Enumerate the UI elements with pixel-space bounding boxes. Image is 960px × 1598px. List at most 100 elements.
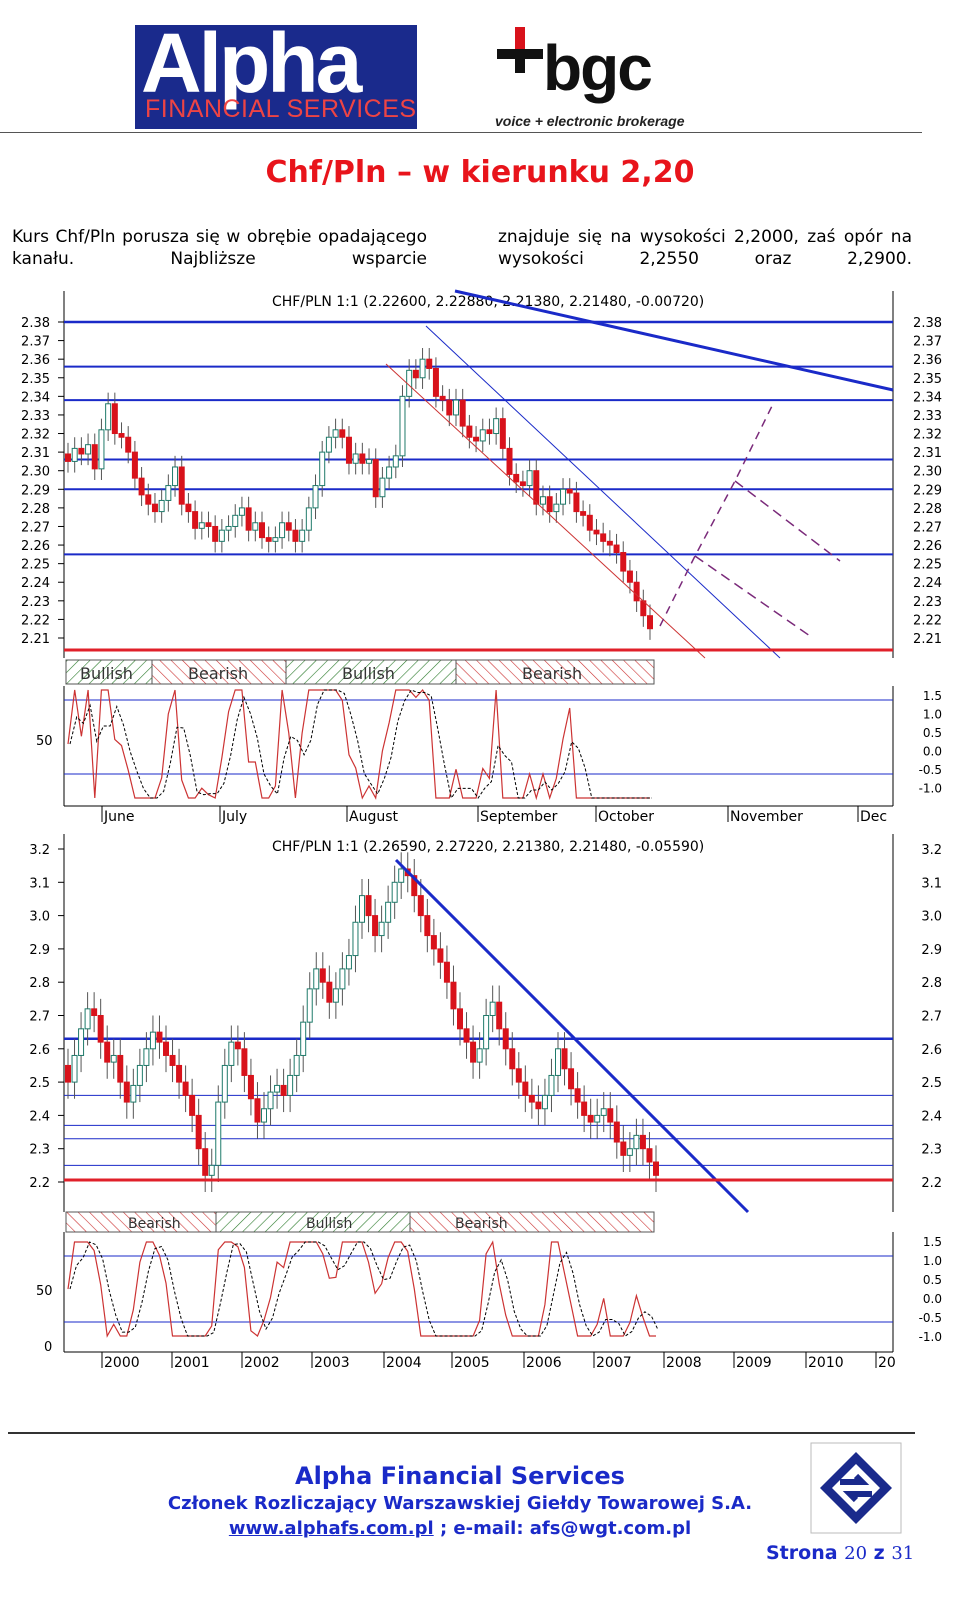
page-prefix: Strona	[766, 1542, 845, 1564]
c2-candle-body-81	[594, 1114, 601, 1123]
c1-candle-body-20	[198, 522, 205, 529]
c1-candle-body-15	[165, 485, 172, 501]
c1-candle-body-30	[265, 537, 272, 542]
c2-candle-body-19	[189, 1094, 196, 1116]
c2-candle-body-0	[65, 1064, 71, 1083]
chart2-band-label-2: Bullish	[306, 1216, 352, 1232]
c2-candle-body-18	[182, 1081, 189, 1096]
c2-candle-body-58	[443, 961, 450, 983]
c2-candle-body-21	[202, 1148, 209, 1176]
bgc-logo-word: bgc	[543, 32, 653, 104]
c2-candle-body-34	[287, 1074, 294, 1096]
c1-ytick-right-11: 2.27	[913, 520, 942, 535]
c1-candle-body-41	[339, 429, 346, 438]
c2-candle-body-84	[613, 1121, 620, 1143]
c2-candle-body-80	[587, 1114, 594, 1123]
c2-candle-body-42	[339, 968, 346, 990]
c2-candle-body-43	[345, 955, 352, 970]
c1-candle-body-26	[238, 507, 245, 516]
c2-candle-body-55	[424, 915, 431, 937]
c2-candle-body-78	[574, 1088, 581, 1103]
c1-ytick-left-11: 2.27	[21, 520, 50, 535]
chart1-channel-lower	[385, 363, 706, 659]
c1-candle-body-72	[546, 496, 553, 513]
c2-candle-body-51	[398, 868, 405, 883]
c2-candle-body-79	[581, 1101, 588, 1116]
c2-candle-body-77	[568, 1068, 575, 1090]
c1-ytick-left-15: 2.23	[21, 595, 50, 610]
c1-candle-body-85	[633, 581, 640, 602]
c1-candle-body-55	[432, 367, 439, 397]
footer-website-link[interactable]: www.alphafs.com.pl	[228, 1518, 434, 1539]
chart2-header: CHF/PLN 1:1 (2.26590, 2.27220, 2.21380, …	[272, 839, 704, 855]
chart1-band-2	[151, 659, 287, 685]
c2-ytick-left-7: 2.5	[29, 1076, 50, 1091]
c2-candle-body-4	[91, 1008, 98, 1017]
c1-candle-body-34	[292, 529, 299, 542]
c2-candle-body-62	[470, 1041, 477, 1063]
c2-ytick-left-4: 2.8	[29, 976, 50, 991]
c2-ytick-left-8: 2.4	[29, 1109, 50, 1124]
c1-candle-body-62	[479, 429, 486, 442]
c1-candle-body-28	[252, 522, 259, 531]
c2-candle-body-3	[84, 1008, 91, 1030]
c2-candle-body-73	[541, 1094, 548, 1110]
c1-ytick-right-13: 2.25	[913, 558, 942, 573]
c2-ytick-right-3: 2.9	[921, 943, 942, 958]
chart1-projection-down2	[734, 480, 841, 562]
c1-candle-body-44	[359, 453, 366, 464]
c1-ytick-right-10: 2.28	[913, 502, 942, 517]
footer-member: Członek Rozliczający Warszawskiej Giełdy…	[167, 1493, 753, 1514]
c2-osc-rtick-4: -0.5	[919, 1311, 942, 1325]
c1-candle-body-61	[473, 436, 480, 442]
c2-candle-body-49	[385, 901, 392, 923]
page-total: 31	[891, 1543, 915, 1564]
chart1-oscillator: 50 1.5 1.0 0.5 0.0 -0.5 -1.0	[36, 686, 942, 806]
c1-ytick-right-16: 2.22	[913, 613, 942, 628]
chart1-levels	[64, 320, 893, 556]
chart1-band-label-4: Bearish	[522, 664, 582, 683]
c2-ytick-left-3: 2.9	[29, 943, 50, 958]
c1-candle-body-2	[78, 447, 85, 455]
bgc-logo: bgc voice + electronic brokerage	[495, 25, 710, 133]
c2-osc-rtick-5: -1.0	[919, 1330, 942, 1344]
chart2-resistance-trendline	[394, 858, 750, 1214]
c1-candle-body-45	[366, 459, 373, 464]
c1-ytick-left-5: 2.33	[21, 409, 50, 424]
c2-candle-body-64	[483, 1015, 490, 1050]
c1-candle-body-73	[553, 503, 560, 513]
c2-candle-body-53	[411, 875, 418, 897]
c1-candle-body-38	[319, 451, 326, 487]
c2-candle-body-32	[274, 1084, 281, 1093]
c1-ytick-left-7: 2.31	[21, 446, 50, 461]
c1-ytick-left-16: 2.22	[21, 613, 50, 628]
footer-divider	[8, 1432, 915, 1434]
c2-ytick-right-5: 2.7	[921, 1010, 942, 1025]
c2-ytick-left-0: 3.2	[29, 843, 50, 858]
c1-candle-body-24	[225, 525, 232, 531]
c1-candle-body-76	[573, 492, 580, 513]
c1-candle-body-78	[586, 514, 593, 531]
c1-candle-body-49	[392, 455, 399, 468]
c1-candle-body-53	[419, 358, 426, 379]
footer-email[interactable]: ; e-mail: afs@wgt.com.pl	[433, 1518, 692, 1539]
emblem-icon	[810, 1442, 902, 1534]
chart2-levels	[64, 1037, 893, 1166]
c2-candle-body-9	[123, 1081, 130, 1103]
c2-candle-body-57	[437, 948, 444, 963]
c1-candle-body-52	[412, 369, 419, 379]
chart1-candles	[65, 348, 653, 640]
c2-osc-rtick-1: 1.0	[923, 1254, 942, 1268]
c2-ytick-right-8: 2.4	[921, 1109, 942, 1124]
c1-candle-body-1	[71, 447, 78, 462]
c1-ytick-left-14: 2.24	[21, 576, 50, 591]
c1-candle-body-42	[345, 436, 352, 464]
c2-candle-body-2	[78, 1028, 85, 1056]
c1-ytick-left-8: 2.30	[21, 465, 50, 480]
c2-osc-rtick-3: 0.0	[923, 1292, 942, 1306]
c1-candle-body-77	[580, 511, 587, 516]
chart2-osc-label-50: 50	[36, 1284, 53, 1299]
c1-candle-body-16	[172, 466, 179, 487]
c2-candle-body-33	[280, 1084, 287, 1096]
chart2-x-labels: 2000 2001 2002 2003 2004 2005 2006 2007 2008 2009…	[101, 1352, 896, 1371]
